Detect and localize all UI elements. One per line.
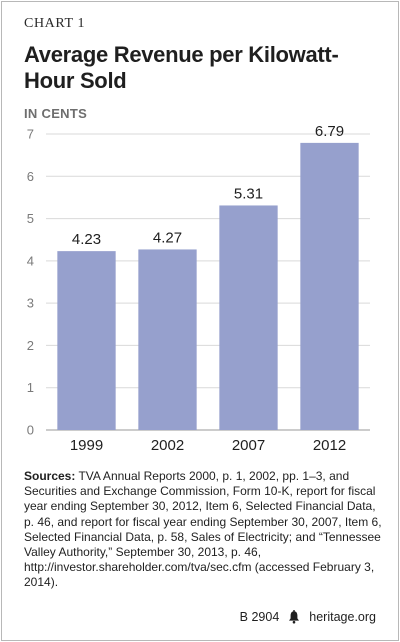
sources-note: Sources: TVA Annual Reports 2000, p. 1, … — [24, 469, 386, 591]
footer-code: B 2904 — [239, 610, 280, 624]
sources-label: Sources: — [24, 469, 76, 483]
y-tick-label: 6 — [27, 169, 34, 184]
x-tick-label: 2007 — [232, 437, 265, 454]
bar-chart: 0 1 2 3 4 5 6 7 4.23 1999 4.27 2002 5.31 2007 6.79 2012 — [27, 123, 370, 454]
chart-kicker: CHART 1 — [24, 16, 86, 31]
bar — [138, 249, 197, 430]
y-tick-label: 7 — [27, 127, 34, 142]
bar — [219, 205, 278, 430]
x-tick-label: 1999 — [70, 437, 103, 454]
y-tick-label: 5 — [27, 211, 34, 226]
sources-text: TVA Annual Reports 2000, p. 1, 2002, pp.… — [24, 469, 382, 590]
data-label: 5.31 — [234, 185, 263, 202]
data-label: 6.79 — [315, 123, 344, 140]
x-tick-label: 2002 — [151, 437, 184, 454]
y-tick-label: 4 — [27, 253, 34, 268]
data-label: 4.23 — [72, 231, 101, 248]
x-tick-label: 2012 — [313, 437, 346, 454]
bar — [300, 142, 359, 430]
y-axis-unit-label: IN CENTS — [24, 106, 88, 121]
y-tick-label: 3 — [27, 296, 34, 311]
bar — [57, 251, 116, 430]
y-tick-label: 2 — [27, 338, 34, 353]
data-label: 4.27 — [153, 229, 182, 246]
liberty-bell-icon — [289, 610, 300, 624]
footer-site: heritage.org — [309, 610, 376, 624]
chart-title: Average Revenue per Kilowatt-Hour Sold — [24, 42, 339, 93]
footer: B 2904 heritage.org — [240, 610, 376, 624]
y-tick-label: 0 — [27, 423, 34, 438]
y-tick-label: 1 — [27, 380, 34, 395]
